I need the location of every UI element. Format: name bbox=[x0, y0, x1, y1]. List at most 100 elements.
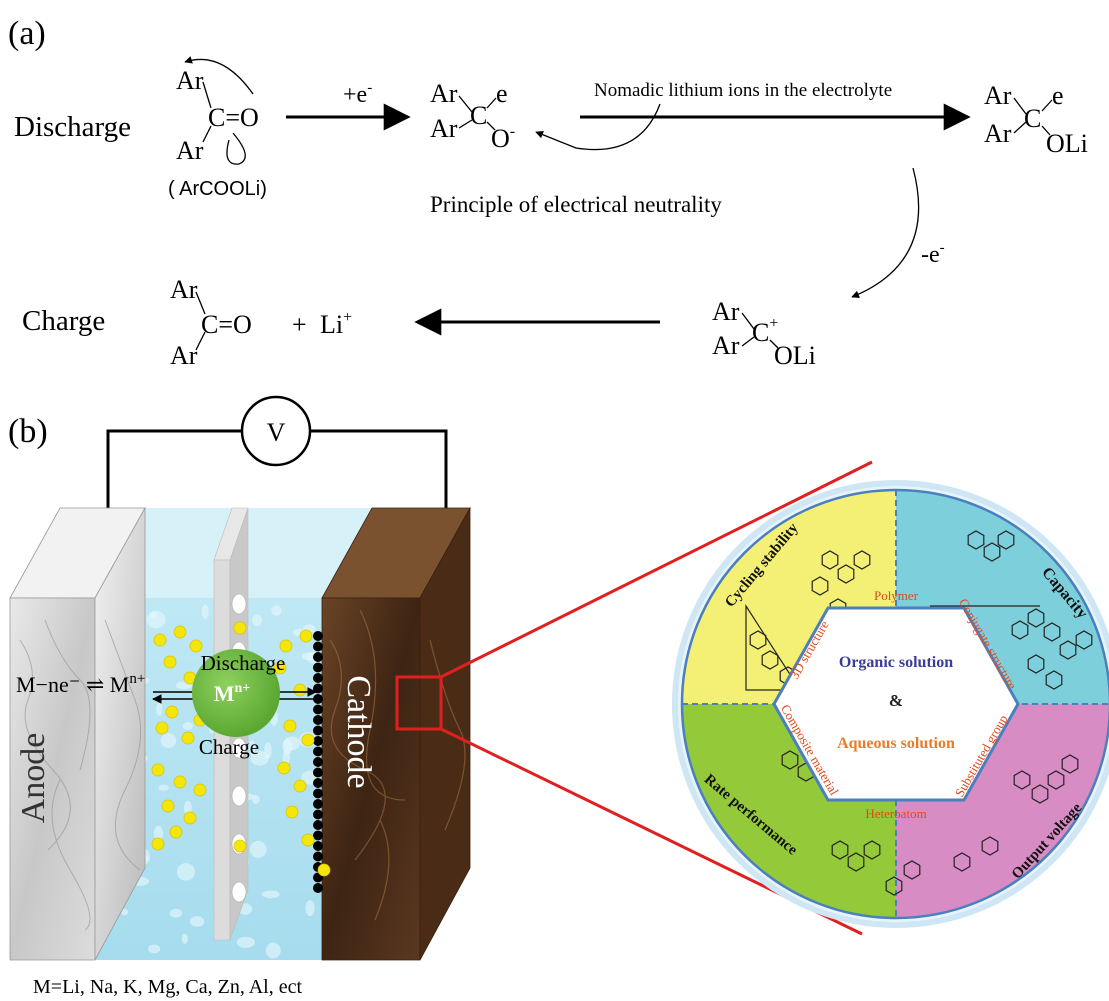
ring-structure bbox=[1013, 770, 1031, 790]
adsorbed-ion bbox=[313, 767, 323, 778]
electrolyte-ion bbox=[293, 779, 307, 793]
electrolyte-ion bbox=[279, 639, 293, 653]
droplet bbox=[250, 750, 269, 766]
electrolyte-ion bbox=[293, 683, 307, 697]
oli-label: OLi bbox=[1046, 129, 1088, 158]
electrolyte-ion bbox=[173, 625, 187, 639]
adsorbed-ion bbox=[313, 799, 323, 809]
panel-b-label: (b) bbox=[8, 413, 48, 450]
ring-structure bbox=[1031, 784, 1049, 804]
ring-structure bbox=[837, 564, 855, 584]
carbocation-molecule: Ar Ar C+ OLi bbox=[712, 297, 816, 370]
electrolyte-ion bbox=[189, 639, 203, 653]
electrolyte-ion bbox=[181, 731, 195, 745]
anode-label: Anode bbox=[15, 733, 52, 824]
adsorbed-ion bbox=[313, 662, 323, 673]
ring-structure bbox=[1011, 620, 1029, 640]
ring-structure bbox=[821, 550, 839, 570]
droplet bbox=[283, 736, 301, 751]
aryl-label: Ar bbox=[712, 297, 740, 326]
electrolyte-ion bbox=[285, 805, 299, 819]
aryl-label: Ar bbox=[176, 66, 204, 95]
metal-ion-label: Mn+ bbox=[214, 681, 251, 706]
adsorbed-ion bbox=[313, 652, 323, 662]
center-amp: & bbox=[889, 691, 903, 710]
compound-name: ( ArCOOLi) bbox=[168, 178, 267, 200]
droplet bbox=[265, 942, 281, 959]
ring-structure bbox=[863, 840, 881, 860]
droplet bbox=[153, 826, 164, 841]
electrolyte-ion bbox=[151, 837, 165, 851]
ring-structure bbox=[1027, 654, 1045, 674]
carbonyl-label: C=O bbox=[208, 103, 259, 132]
droplet bbox=[181, 933, 188, 944]
panel-b: (b) V Anode Cathode Mn+ bbox=[8, 395, 873, 998]
aryl-label: Ar bbox=[170, 341, 198, 370]
droplet bbox=[169, 908, 183, 918]
electrolyte-ion bbox=[299, 629, 313, 643]
panel-a: (a) Discharge Ar Ar C=O ( ArCOOLi) +e- A… bbox=[8, 15, 1088, 370]
adsorbed-ion bbox=[313, 725, 323, 736]
adsorbed-ion bbox=[313, 788, 323, 799]
droplet bbox=[150, 612, 158, 619]
electrolyte-ion bbox=[165, 705, 179, 719]
bond bbox=[1041, 125, 1051, 136]
droplet bbox=[236, 936, 255, 948]
droplet bbox=[201, 604, 209, 620]
bond bbox=[1041, 99, 1053, 112]
adsorbed-ion bbox=[313, 757, 323, 767]
droplet bbox=[261, 890, 280, 899]
bond bbox=[486, 97, 497, 109]
ring-structure bbox=[853, 550, 871, 570]
droplet bbox=[158, 784, 169, 791]
separator-pore bbox=[231, 737, 247, 759]
adsorbed-ion bbox=[313, 631, 323, 641]
adsorbed-ion bbox=[313, 820, 323, 830]
electron-push-arrow bbox=[184, 56, 254, 95]
adsorbed-ion bbox=[313, 746, 323, 757]
neutrality-note: Principle of electrical neutrality bbox=[430, 192, 722, 217]
electrolyte-ion bbox=[317, 863, 331, 877]
droplet bbox=[189, 916, 205, 927]
zoom-box bbox=[395, 675, 443, 731]
droplet bbox=[305, 900, 315, 917]
adsorbed-ion bbox=[313, 673, 323, 683]
droplet bbox=[120, 908, 129, 916]
ring-structure bbox=[1061, 754, 1079, 774]
carbon-label: C bbox=[1024, 104, 1041, 133]
electron-loop-arrow bbox=[226, 132, 246, 165]
aryl-label: Ar bbox=[712, 331, 740, 360]
electrolyte-ion bbox=[151, 763, 165, 777]
adsorbed-ion bbox=[313, 883, 323, 893]
cathode-side bbox=[419, 506, 471, 961]
adsorbed-ion bbox=[313, 641, 323, 652]
electrolyte-ion bbox=[169, 825, 183, 839]
separator-pore bbox=[231, 593, 247, 615]
ring-structure bbox=[1043, 622, 1061, 642]
adsorbed-ion bbox=[313, 841, 323, 851]
droplet bbox=[271, 605, 282, 616]
anode-side bbox=[94, 506, 146, 961]
voltmeter-label: V bbox=[267, 418, 286, 447]
electrolyte-ion bbox=[183, 811, 197, 825]
ring-structure bbox=[983, 542, 1001, 562]
droplet bbox=[252, 614, 263, 627]
lithium-ion-label: Li+ bbox=[320, 309, 352, 339]
ring-structure bbox=[997, 530, 1015, 550]
minus-electron-label: -e- bbox=[921, 240, 945, 268]
anode-texture bbox=[19, 619, 142, 931]
radical-anion-molecule: Ar Ar C e O- bbox=[430, 79, 515, 153]
ring-structure bbox=[981, 836, 999, 856]
charge-row-label: Charge bbox=[22, 305, 105, 337]
bond bbox=[458, 119, 473, 129]
lithium-radical-molecule: Ar Ar C e OLi bbox=[984, 81, 1088, 158]
plus-sign: + bbox=[292, 310, 307, 339]
adsorbed-ion bbox=[313, 851, 323, 862]
bond bbox=[1013, 121, 1027, 134]
ketone-molecule: Ar Ar C=O ( ArCOOLi) bbox=[168, 56, 267, 200]
metal-list-caption: M=Li, Na, K, Mg, Ca, Zn, Al, ect bbox=[33, 976, 302, 998]
charge-direction-label: Charge bbox=[199, 735, 259, 759]
ring-structure bbox=[1059, 640, 1077, 660]
electrolyte-ion bbox=[155, 721, 169, 735]
